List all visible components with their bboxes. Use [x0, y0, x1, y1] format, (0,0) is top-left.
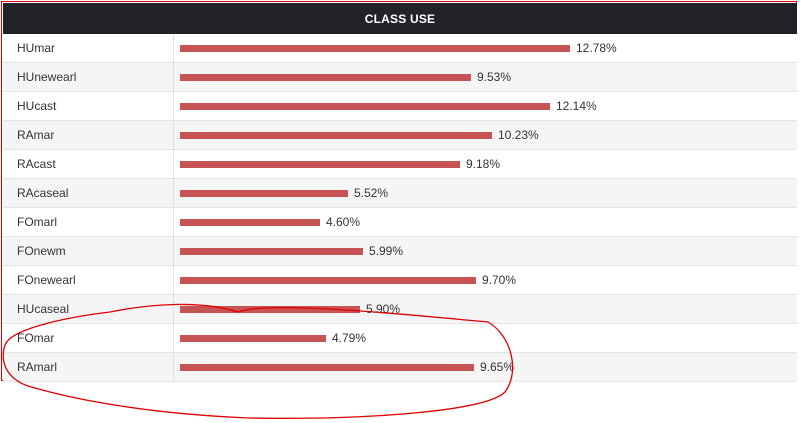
class-name: FOmar — [17, 331, 55, 345]
usage-percent: 5.52% — [354, 186, 389, 200]
class-name: HUmar — [17, 41, 55, 55]
usage-percent: 5.99% — [369, 244, 404, 258]
class-use-panel: CLASS USE HUmar 12.78% HUnewearl 9.53% H… — [1, 1, 797, 382]
column-divider — [173, 63, 174, 92]
column-divider — [173, 34, 174, 63]
table-row: RAmarl 9.65% — [3, 353, 797, 382]
usage-bar — [180, 248, 363, 255]
column-divider — [173, 237, 174, 266]
table-row: RAcaseal 5.52% — [3, 179, 797, 208]
usage-bar — [180, 306, 360, 313]
usage-bar — [180, 364, 474, 371]
table-row: FOmarl 4.60% — [3, 208, 797, 237]
usage-bar — [180, 190, 348, 197]
class-name: HUcaseal — [17, 302, 70, 316]
column-divider — [173, 92, 174, 121]
column-divider — [173, 324, 174, 353]
column-divider — [173, 353, 174, 382]
usage-percent: 9.18% — [466, 157, 501, 171]
class-name: RAcast — [17, 157, 56, 171]
panel-header: CLASS USE — [3, 3, 797, 34]
class-name: FOnewearl — [17, 273, 76, 287]
class-name: RAcaseal — [17, 186, 69, 200]
class-name: RAmarl — [17, 360, 58, 374]
table-row: FOnewearl 9.70% — [3, 266, 797, 295]
column-divider — [173, 266, 174, 295]
usage-bar — [180, 335, 326, 342]
usage-bar — [180, 74, 471, 81]
usage-bar — [180, 132, 492, 139]
table-row: RAmar 10.23% — [3, 121, 797, 150]
table-row: HUcaseal 5.90% — [3, 295, 797, 324]
class-name: RAmar — [17, 128, 55, 142]
usage-percent: 10.23% — [498, 128, 539, 142]
class-name: FOnewm — [17, 244, 66, 258]
usage-percent: 4.79% — [332, 331, 367, 345]
usage-percent: 4.60% — [326, 215, 361, 229]
usage-bar — [180, 103, 550, 110]
column-divider — [173, 179, 174, 208]
usage-percent: 9.65% — [480, 360, 515, 374]
class-name: FOmarl — [17, 215, 57, 229]
table-row: RAcast 9.18% — [3, 150, 797, 179]
table-row: FOnewm 5.99% — [3, 237, 797, 266]
usage-percent: 5.90% — [366, 302, 401, 316]
class-name: HUcast — [17, 99, 57, 113]
column-divider — [173, 208, 174, 237]
usage-bar — [180, 45, 570, 52]
class-use-table: HUmar 12.78% HUnewearl 9.53% HUcast 12.1… — [3, 34, 797, 382]
table-row: FOmar 4.79% — [3, 324, 797, 353]
usage-percent: 12.14% — [556, 99, 597, 113]
column-divider — [173, 295, 174, 324]
usage-percent: 12.78% — [576, 41, 617, 55]
class-name: HUnewearl — [17, 70, 77, 84]
usage-bar — [180, 161, 460, 168]
panel-title: CLASS USE — [364, 11, 436, 26]
column-divider — [173, 121, 174, 150]
usage-bar — [180, 219, 320, 226]
usage-bar — [180, 277, 476, 284]
column-divider — [173, 150, 174, 179]
usage-percent: 9.70% — [482, 273, 517, 287]
table-row: HUcast 12.14% — [3, 92, 797, 121]
table-row: HUnewearl 9.53% — [3, 63, 797, 92]
usage-percent: 9.53% — [477, 70, 512, 84]
table-row: HUmar 12.78% — [3, 34, 797, 63]
